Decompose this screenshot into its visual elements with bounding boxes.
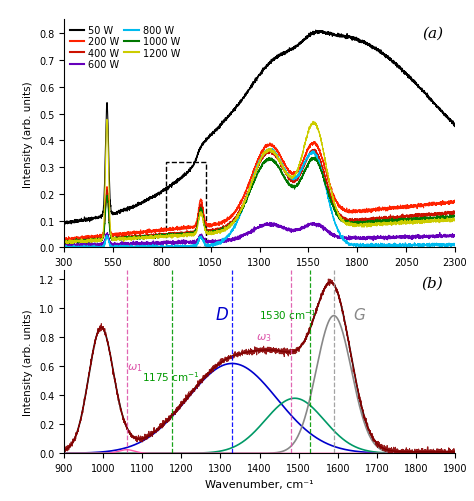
1000 W [421, 216, 427, 222]
Line: 1200 W: 1200 W [64, 120, 455, 244]
800 W [228, 230, 234, 236]
200 W [247, 180, 253, 186]
1000 W [226, 225, 231, 231]
Text: 1175 cm$^{-1}$: 1175 cm$^{-1}$ [142, 369, 200, 383]
200 W [440, 201, 446, 207]
800 W [452, 243, 458, 249]
1000 W [61, 239, 67, 245]
1200 W [229, 222, 235, 228]
200 W [346, 209, 351, 215]
800 W [77, 247, 83, 253]
Line: 200 W: 200 W [64, 143, 455, 242]
50 W [228, 110, 234, 116]
400 W [421, 213, 427, 219]
1200 W [247, 185, 253, 191]
1200 W [452, 217, 458, 223]
1000 W [452, 213, 458, 219]
800 W [226, 233, 231, 239]
50 W [452, 123, 458, 129]
Y-axis label: Intensity (arb. units): Intensity (arb. units) [23, 81, 33, 187]
Line: 600 W: 600 W [64, 223, 455, 247]
X-axis label: Wavenumber, cm⁻¹: Wavenumber, cm⁻¹ [205, 478, 314, 488]
800 W [61, 244, 67, 250]
200 W [421, 203, 427, 209]
Y-axis label: Intensity (arb. units): Intensity (arb. units) [23, 309, 33, 415]
600 W [267, 220, 273, 226]
1000 W [247, 189, 253, 195]
Text: 1530 cm$^{-1}$: 1530 cm$^{-1}$ [259, 307, 317, 321]
600 W [65, 244, 71, 250]
600 W [247, 230, 253, 236]
Bar [165, 162, 206, 248]
50 W [346, 36, 351, 42]
200 W [62, 239, 67, 245]
Legend: 50 W, 200 W, 400 W, 600 W, 800 W, 1000 W, 1200 W: 50 W, 200 W, 400 W, 600 W, 800 W, 1000 W… [69, 25, 181, 71]
800 W [421, 241, 427, 247]
50 W [61, 220, 67, 226]
800 W [270, 146, 275, 152]
200 W [61, 237, 67, 243]
1200 W [421, 218, 427, 224]
400 W [440, 211, 446, 217]
1200 W [104, 117, 110, 123]
1200 W [226, 225, 231, 231]
Text: $\omega_1$: $\omega_1$ [128, 362, 143, 373]
Text: (b): (b) [421, 276, 443, 290]
Line: 50 W: 50 W [64, 31, 455, 224]
400 W [61, 239, 67, 245]
50 W [226, 114, 231, 120]
400 W [312, 147, 318, 153]
800 W [346, 242, 351, 248]
1000 W [312, 155, 318, 161]
400 W [247, 185, 253, 191]
400 W [452, 211, 458, 217]
50 W [313, 28, 319, 34]
1200 W [64, 241, 70, 247]
600 W [440, 234, 446, 240]
Line: 400 W: 400 W [64, 150, 455, 245]
Line: 1000 W: 1000 W [64, 158, 455, 244]
400 W [346, 217, 351, 223]
800 W [440, 242, 446, 248]
200 W [452, 198, 458, 204]
600 W [346, 235, 351, 241]
600 W [452, 233, 458, 239]
1000 W [65, 241, 71, 247]
Text: $\omega_3$: $\omega_3$ [255, 331, 271, 343]
600 W [226, 237, 231, 243]
50 W [247, 87, 253, 93]
600 W [61, 242, 67, 248]
600 W [421, 234, 427, 240]
400 W [64, 242, 69, 248]
400 W [226, 223, 231, 229]
200 W [311, 140, 317, 146]
50 W [63, 221, 68, 227]
1200 W [346, 222, 351, 228]
1000 W [346, 220, 351, 226]
Text: $G$: $G$ [353, 306, 366, 322]
600 W [228, 237, 234, 243]
1200 W [440, 217, 446, 223]
1000 W [228, 222, 234, 228]
Text: (a): (a) [422, 27, 443, 41]
1200 W [61, 240, 67, 246]
Line: 800 W: 800 W [64, 149, 455, 250]
200 W [228, 213, 234, 219]
Text: $D$: $D$ [215, 305, 228, 323]
1000 W [440, 215, 446, 221]
50 W [440, 112, 446, 118]
50 W [421, 90, 427, 96]
200 W [226, 216, 231, 222]
400 W [228, 220, 234, 226]
800 W [247, 185, 253, 191]
